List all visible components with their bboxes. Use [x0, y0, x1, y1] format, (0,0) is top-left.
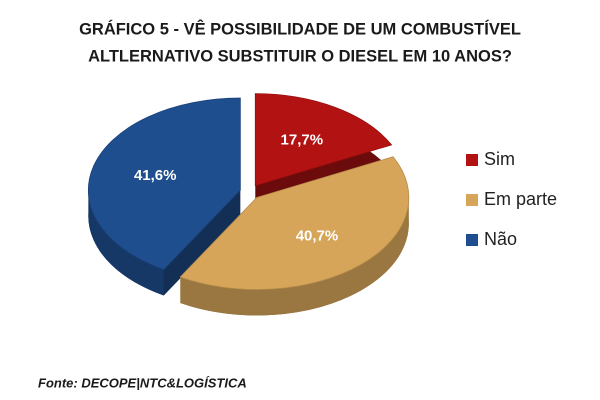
slice-wall — [88, 190, 164, 296]
slice — [88, 97, 241, 270]
legend-swatch — [466, 194, 478, 206]
chart-title: GRÁFICO 5 - VÊ POSSIBILIDADE DE UM COMBU… — [79, 19, 521, 38]
data-label: 40,7% — [296, 227, 339, 244]
legend-label: Não — [484, 229, 517, 249]
slice-wall — [180, 197, 409, 316]
data-label: 17,7% — [281, 131, 324, 148]
chart-title: ALTLERNATIVO SUBSTITUIR O DIESEL EM 10 A… — [88, 47, 512, 65]
slice — [179, 156, 410, 290]
legend-label: Sim — [484, 149, 515, 169]
legend-swatch — [466, 234, 478, 246]
source: Fonte: DECOPE|NTC&LOGÍSTICA — [38, 375, 247, 390]
slice — [254, 93, 393, 187]
legend-label: Em parte — [484, 189, 557, 209]
legend-swatch — [466, 154, 478, 166]
data-label: 41,6% — [134, 167, 177, 184]
